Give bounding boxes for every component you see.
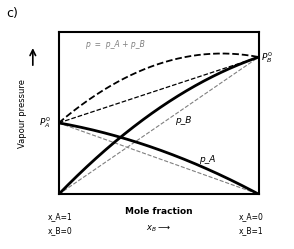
Text: x_B=1: x_B=1: [239, 226, 264, 235]
Text: Vapour pressure: Vapour pressure: [18, 79, 27, 148]
Text: x_A=0: x_A=0: [239, 212, 264, 221]
Text: $P_A^0$: $P_A^0$: [39, 116, 51, 130]
Text: x_A=1: x_A=1: [48, 212, 73, 221]
Text: p_A: p_A: [199, 155, 215, 164]
Text: Mole fraction: Mole fraction: [125, 207, 193, 216]
Text: c): c): [6, 7, 18, 20]
Text: $P_B^0$: $P_B^0$: [261, 50, 273, 64]
Text: p_B: p_B: [175, 116, 191, 125]
Text: x_B=0: x_B=0: [48, 226, 73, 235]
Text: p  =  p_A + p_B: p = p_A + p_B: [85, 40, 145, 49]
Text: $x_B$$\longrightarrow$: $x_B$$\longrightarrow$: [146, 223, 171, 234]
